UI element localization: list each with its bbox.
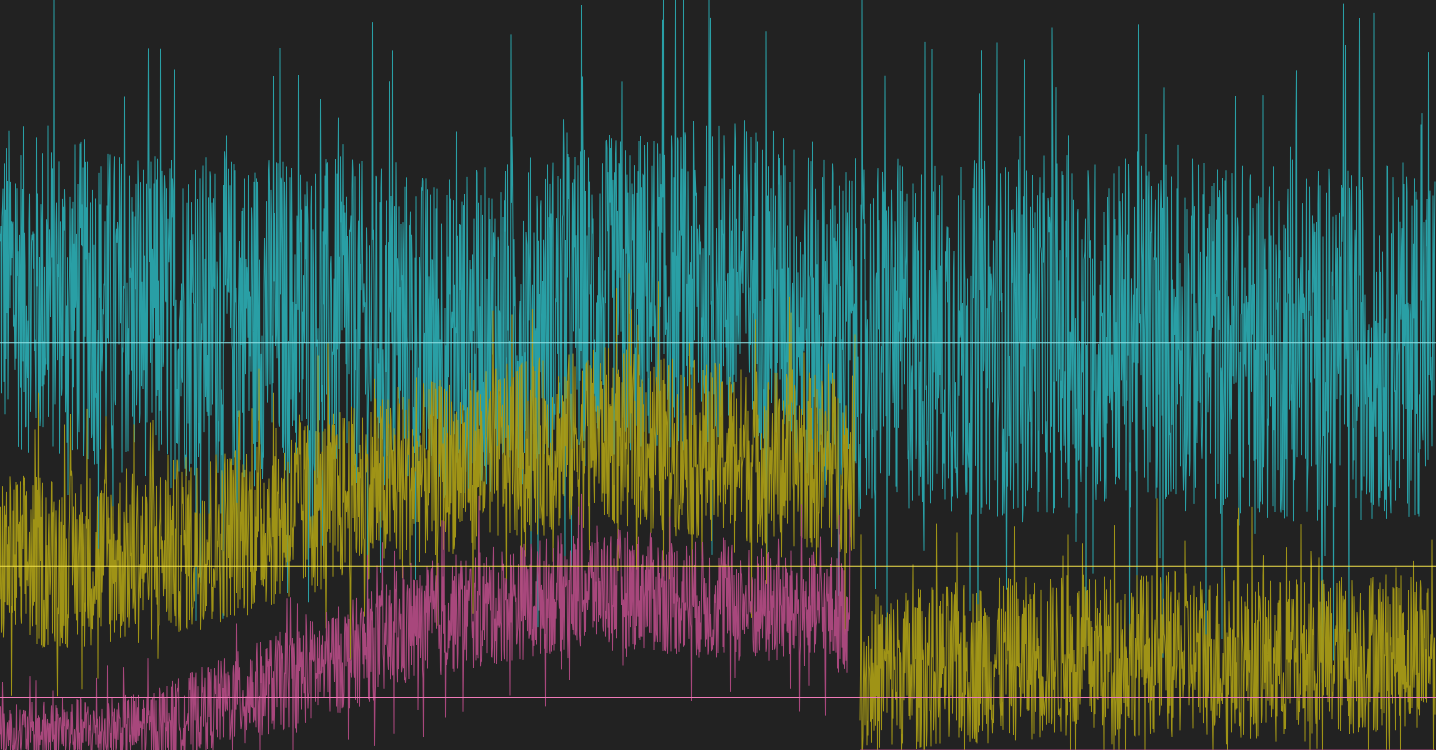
series-2-segment-0-line xyxy=(0,493,851,750)
mean-lines-layer xyxy=(0,342,1436,698)
series-1-segment-0-line xyxy=(0,273,856,697)
series-0 xyxy=(0,0,1436,683)
series-2 xyxy=(0,493,1435,750)
series-1 xyxy=(0,273,1436,750)
series-0-segment-0-line xyxy=(0,0,1436,683)
series-1-segment-1-line xyxy=(859,498,1436,750)
